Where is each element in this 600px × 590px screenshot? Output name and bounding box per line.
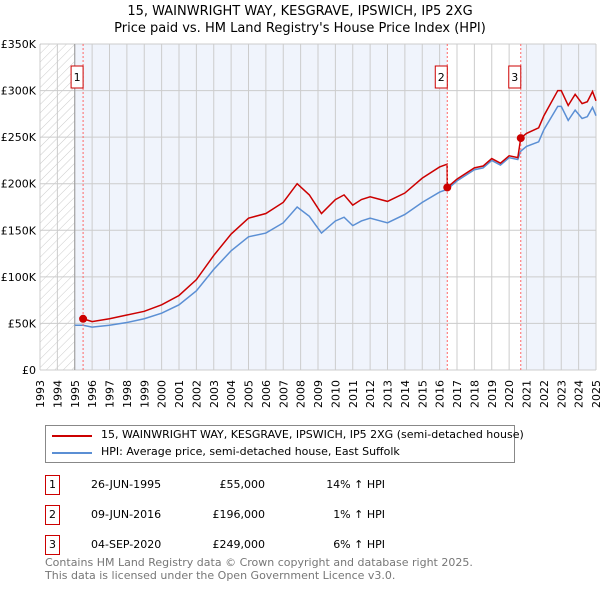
x-tick-label: 2003 (208, 380, 221, 408)
x-tick-label: 2012 (364, 380, 377, 408)
chart-subtitle: Price paid vs. HM Land Registry's House … (114, 21, 486, 36)
property-line (82, 89, 597, 323)
x-tick-label: 1996 (86, 380, 99, 408)
footer: Contains HM Land Registry data © Crown c… (45, 556, 473, 582)
ownership-shade (74, 44, 448, 370)
sale-row: 1 26-JUN-1995 £55,000 14% ↑ HPI (45, 475, 445, 495)
x-tick-label: 2009 (312, 380, 325, 408)
x-tick-label: 2020 (503, 380, 516, 408)
sale-date: 09-JUN-2016 (91, 508, 162, 521)
x-tick-label: 1997 (104, 380, 117, 408)
x-tick-label: 1993 (34, 380, 47, 408)
ownership-shade (520, 44, 596, 370)
sale-number: 3 (45, 535, 60, 555)
legend-swatch (52, 435, 92, 437)
x-tick-label: 2015 (416, 380, 429, 408)
x-tick-label: 1994 (51, 380, 64, 408)
legend-item-hpi: HPI: Average price, semi-detached house,… (46, 445, 506, 461)
x-tick-label: 2017 (451, 380, 464, 408)
hpi-line (74, 105, 597, 328)
sale-hpi-diff: 1% ↑ HPI (333, 508, 385, 521)
x-tick-label: 2018 (468, 380, 481, 408)
sale-row: 2 09-JUN-2016 £196,000 1% ↑ HPI (45, 505, 445, 525)
x-tick-label: 2010 (329, 380, 342, 408)
x-tick-label: 2025 (590, 380, 600, 408)
sale-number: 1 (45, 475, 60, 495)
y-tick-label: £300K (1, 85, 37, 98)
legend-item-property: 15, WAINWRIGHT WAY, KESGRAVE, IPSWICH, I… (46, 428, 524, 444)
footer-line: This data is licensed under the Open Gov… (45, 569, 396, 582)
x-tick-label: 2007 (277, 380, 290, 408)
x-tick-label: 2006 (260, 380, 273, 408)
y-tick-label: £350K (1, 38, 37, 51)
x-tick-label: 2005 (243, 380, 256, 408)
x-tick-label: 2024 (573, 380, 586, 408)
chart-title: 15, WAINWRIGHT WAY, KESGRAVE, IPSWICH, I… (127, 4, 473, 19)
sale-marker-box (508, 65, 522, 89)
sale-marker-box (70, 65, 84, 89)
x-tick-label: 2001 (173, 380, 186, 408)
sale-marker-label: 2 (438, 71, 445, 84)
sale-row: 3 04-SEP-2020 £249,000 6% ↑ HPI (45, 535, 445, 555)
sale-hpi-diff: 14% ↑ HPI (326, 478, 385, 491)
y-tick-label: £200K (1, 178, 37, 191)
sale-point (79, 314, 88, 323)
y-tick-label: £100K (1, 271, 37, 284)
y-tick-label: £0 (22, 364, 36, 377)
x-tick-label: 1999 (138, 380, 151, 408)
x-tick-label: 2022 (538, 380, 551, 408)
sale-price: £249,000 (212, 538, 266, 551)
price-chart: 1993 1994 1995 1996 1997 1998 1999 2000 2001 2002… (1, 38, 600, 408)
x-tick-label: 2013 (382, 380, 395, 408)
sale-price: £55,000 (219, 478, 266, 491)
sale-date: 26-JUN-1995 (91, 478, 162, 491)
x-tick-label: 2004 (225, 380, 238, 408)
x-tick-label: 2014 (399, 380, 412, 408)
x-tick-label: 2002 (190, 380, 203, 408)
x-tick-label: 2023 (555, 380, 568, 408)
x-tick-label: 2008 (295, 380, 308, 408)
x-tick-label: 2011 (347, 380, 360, 408)
legend: 15, WAINWRIGHT WAY, KESGRAVE, IPSWICH, I… (45, 425, 524, 463)
y-tick-label: £250K (1, 131, 37, 144)
sale-point (443, 183, 452, 192)
sale-marker-label: 1 (74, 71, 81, 84)
x-tick-label: 2016 (434, 380, 447, 408)
footer-line: Contains HM Land Registry data © Crown c… (45, 556, 473, 569)
sale-marker-box (434, 65, 448, 89)
x-tick-label: 1998 (121, 380, 134, 408)
sale-price: £196,000 (212, 508, 266, 521)
sale-hpi-diff: 6% ↑ HPI (333, 538, 385, 551)
sale-number: 2 (45, 505, 60, 525)
legend-label: 15, WAINWRIGHT WAY, KESGRAVE, IPSWICH, I… (101, 428, 524, 441)
sale-point (516, 134, 525, 143)
sale-date: 04-SEP-2020 (91, 538, 162, 551)
legend-label: HPI: Average price, semi-detached house,… (101, 445, 400, 458)
sale-marker-label: 3 (511, 71, 518, 84)
legend-swatch (52, 452, 92, 454)
x-tick-label: 2019 (486, 380, 499, 408)
x-tick-label: 1995 (69, 380, 82, 408)
y-tick-label: £150K (1, 224, 37, 237)
y-tick-label: £50K (8, 317, 37, 330)
x-tick-label: 2000 (156, 380, 169, 408)
x-tick-label: 2021 (521, 380, 534, 408)
